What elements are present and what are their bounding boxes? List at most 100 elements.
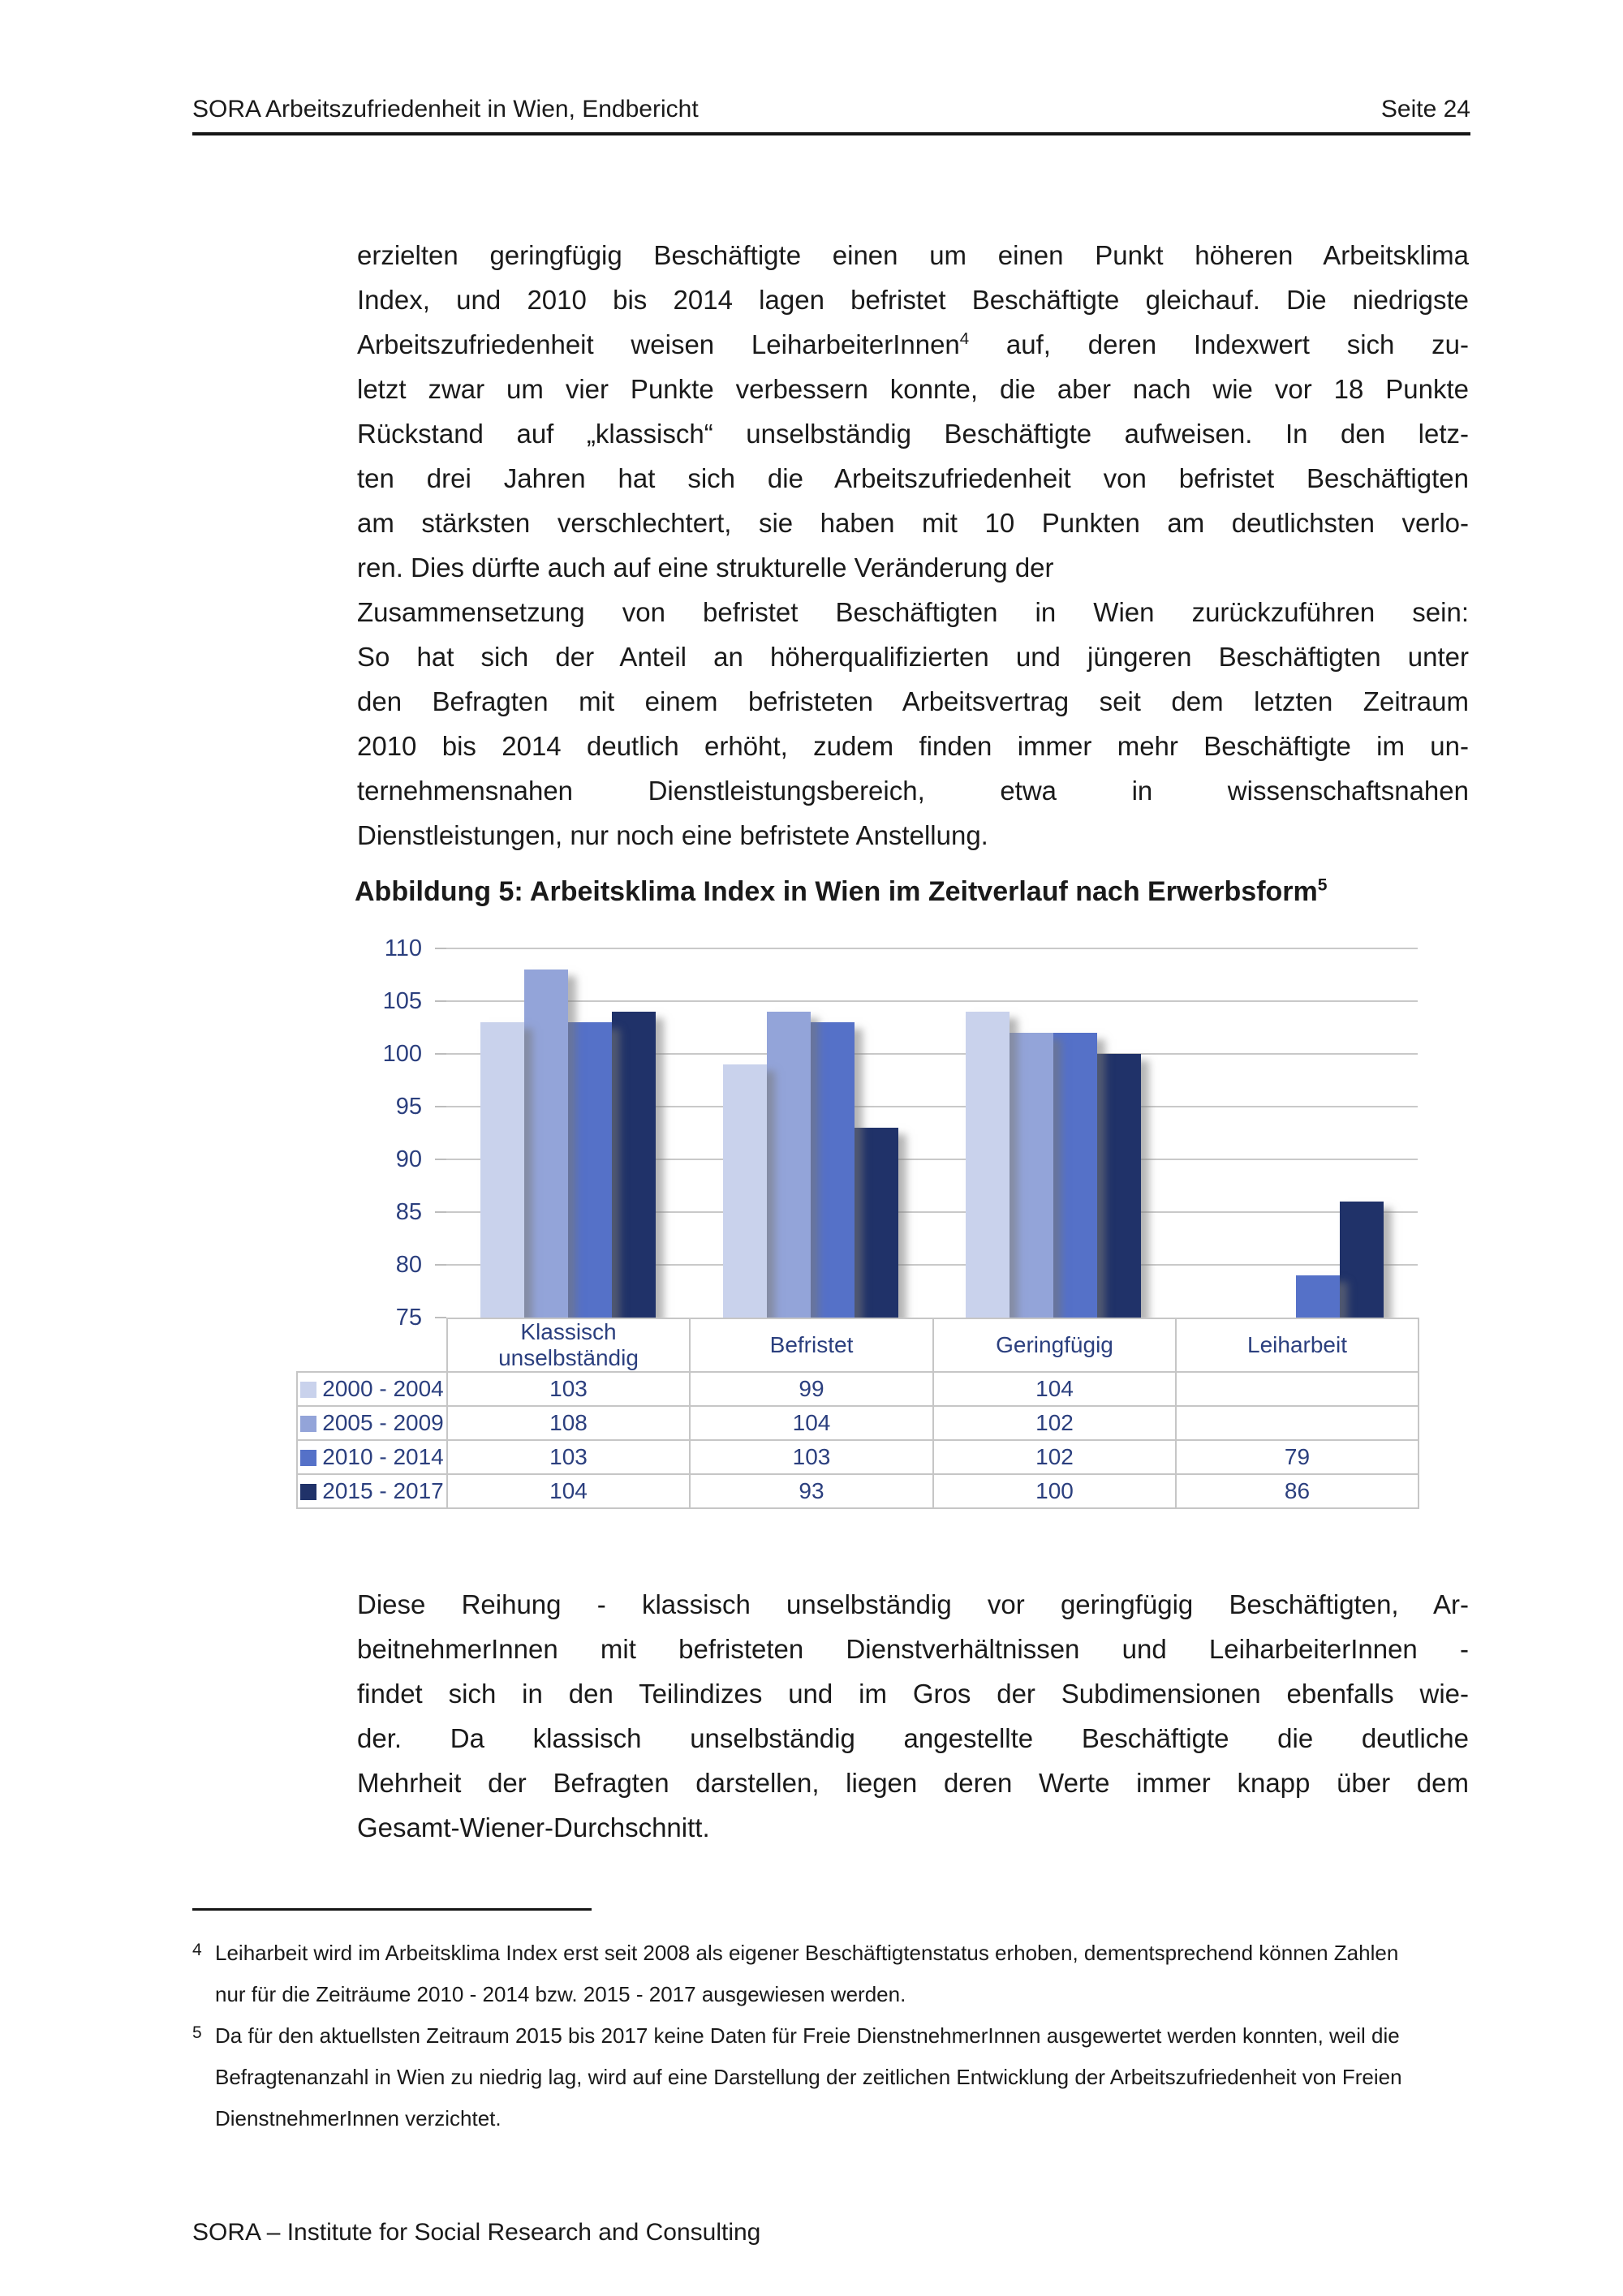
chart-bar [766,1012,811,1318]
value-cell: 102 [932,1439,1177,1475]
gridline [446,1053,1418,1055]
footnote-number: 5 [192,2023,202,2042]
chart-bar [1296,1275,1341,1318]
footnote-line: Leiharbeit wird im Arbeitsklima Index er… [215,1941,1399,1965]
page-number: Seite 24 [1380,96,1470,123]
chart-bar [722,1064,767,1318]
paragraph-line: Zusammensetzung von befristet Beschäftig… [357,597,1469,627]
y-axis-label: 105 [382,988,422,1014]
y-axis-tick [435,1106,446,1107]
paragraph-line: findet sich in den Teilindizes und im Gr… [357,1679,1469,1709]
value-cell: 99 [689,1371,934,1407]
value-cell: 103 [446,1439,691,1475]
chart-bar [523,970,568,1318]
y-axis-tick [435,1264,446,1266]
value-cell: 93 [689,1473,934,1509]
y-axis-tick [435,1211,446,1213]
table-row: 2000 - 2004 103 99 104 [296,1371,1419,1407]
footnote-line: Da für den aktuellsten Zeitraum 2015 bis… [215,2023,1400,2048]
y-axis-label: 95 [395,1094,422,1120]
legend-swatch [300,1450,317,1466]
page-footer: SORA – Institute for Social Research and… [192,2219,761,2246]
footnote-line: nur für die Zeiträume 2010 - 2014 bzw. 2… [215,1982,906,2006]
series-label: 2000 - 2004 [322,1376,444,1401]
chart-bar [854,1128,898,1318]
y-axis-tick [435,948,446,949]
paragraph-line: beitnehmerInnen mit befristeten Dienstve… [357,1634,1469,1664]
legend-swatch [300,1416,317,1432]
value-cell: 104 [689,1405,934,1441]
paragraph-line: erzielten geringfügig Beschäftigte einen… [357,240,1469,270]
header-rule [192,132,1470,135]
value-cell: 86 [1175,1473,1419,1509]
paragraph-line: Diese Reihung - klassisch unselbständig … [357,1589,1469,1619]
footnotes: 4 Leiharbeit wird im Arbeitsklima Index e… [192,1933,1474,2139]
value-cell: 104 [932,1371,1177,1407]
value-cell: 100 [932,1473,1177,1509]
category-header-cell: Klassisch unselbständig [446,1318,691,1373]
y-axis-label: 85 [395,1199,422,1225]
chart-bar [810,1022,855,1318]
value-cell: 79 [1175,1439,1419,1475]
footnote-line: DienstnehmerInnen verzichtet. [215,2106,502,2130]
footnote-line: Befragtenanzahl in Wien zu niedrig lag, … [215,2065,1402,2089]
legend-cell: 2005 - 2009 [296,1405,448,1441]
superscript-footnote-ref: 5 [1317,875,1328,895]
value-cell: 104 [446,1473,691,1509]
value-cell: 103 [446,1371,691,1407]
footnote: 5 Da für den aktuellsten Zeitraum 2015 bi… [192,2015,1474,2139]
paragraph-line: Dienstleistungen, nur noch eine befriste… [357,820,988,850]
footnote-number: 4 [192,1941,202,1959]
chart-bar [1010,1033,1054,1318]
category-header-cell: Leiharbeit [1175,1318,1419,1373]
series-label: 2015 - 2017 [322,1478,444,1503]
superscript-footnote-ref: 4 [959,329,970,348]
bar-chart: 75 80 85 90 95 100 105 110 Klassisch unselbständ… [296,925,1419,1514]
paragraph-line: Rückstand auf „klassisch“ unselbständig … [357,419,1469,449]
value-cell [1175,1371,1419,1407]
chart-bar [480,1022,524,1318]
gridline [446,1159,1418,1160]
gridline [446,1000,1418,1002]
body-paragraph-2: Diese Reihung - klassisch unselbständig … [357,1582,1469,1850]
paragraph-line: am stärksten verschlechtert, sie haben m… [357,508,1469,538]
y-axis-tick [435,1317,446,1318]
gridline [446,1106,1418,1107]
y-axis-label: 100 [382,1041,422,1067]
table-row: 2005 - 2009 108 104 102 [296,1405,1419,1441]
chart-data-table: Klassisch unselbständig Befristet Geringfü… [296,1318,1419,1509]
series-label: 2005 - 2009 [322,1410,444,1435]
legend-swatch [300,1382,317,1398]
table-corner-cell [297,1318,447,1372]
value-cell: 103 [689,1439,934,1475]
gridline [446,1211,1418,1213]
chart-bar [1097,1054,1142,1318]
paragraph-line: der. Da klassisch unselbständig angestel… [357,1723,1469,1753]
paragraph-line: ren. Dies dürfte auch auf eine strukture… [357,553,1054,583]
chart-bar [611,1012,656,1318]
y-axis-tick [435,1159,446,1160]
paragraph-line: Index, und 2010 bis 2014 lagen befristet… [357,285,1469,315]
paragraph-line: ternehmensnahen Dienstleistungsbereich, … [357,776,1469,806]
y-axis-label: 110 [384,935,422,961]
table-row: 2015 - 2017 104 93 100 86 [296,1473,1419,1509]
paragraph-line: Mehrheit der Befragten darstellen, liege… [357,1768,1469,1798]
category-header-cell: Geringfügig [932,1318,1177,1373]
y-axis-label: 90 [395,1146,422,1172]
chart-bar [966,1012,1010,1318]
y-axis-label: 75 [395,1305,422,1331]
chart-plot-area [446,925,1418,1318]
value-cell [1175,1405,1419,1441]
gridline [446,1264,1418,1266]
value-cell: 102 [932,1405,1177,1441]
paragraph-line: Arbeitszufriedenheit weisen Leiharbeiter… [357,329,1469,359]
footnote: 4 Leiharbeit wird im Arbeitsklima Index e… [192,1933,1474,2015]
figure-title: Abbildung 5: Arbeitsklima Index in Wien … [355,875,1328,907]
footnote-rule [192,1908,592,1911]
gridline [446,948,1418,949]
paragraph-line: So hat sich der Anteil an höherqualifizi… [357,642,1469,672]
table-row: 2010 - 2014 103 103 102 79 [296,1439,1419,1475]
paragraph-line: 2010 bis 2014 deutlich erhöht, zudem fin… [357,731,1469,761]
series-label: 2010 - 2014 [322,1444,444,1469]
